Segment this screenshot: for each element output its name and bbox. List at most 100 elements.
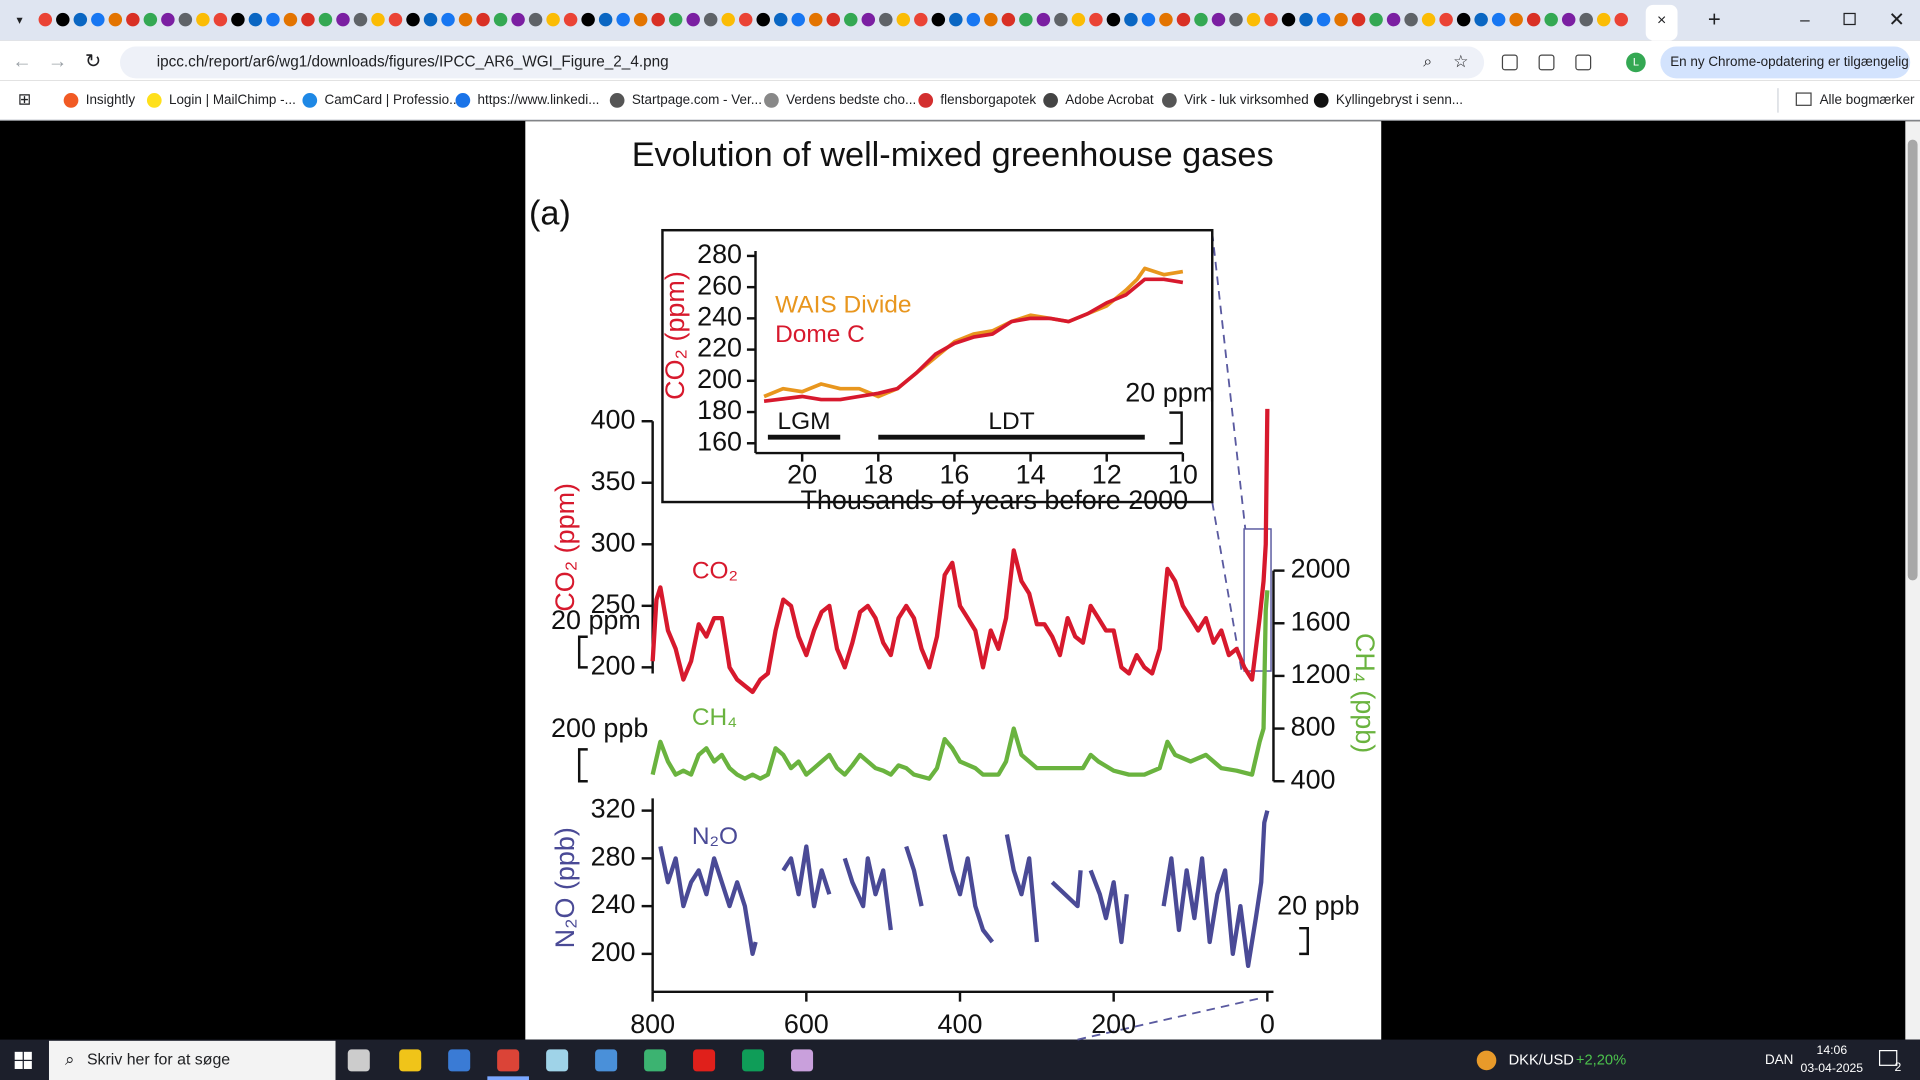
tab-favicon[interactable]	[1141, 12, 1156, 27]
bookmark[interactable]: Insightly	[86, 92, 136, 107]
tab-favicon[interactable]	[441, 12, 455, 27]
tab-favicon[interactable]	[1106, 12, 1121, 27]
taskbar-app[interactable]	[693, 1049, 716, 1072]
tab-favicon[interactable]	[949, 12, 963, 27]
tab-favicon[interactable]	[1334, 12, 1348, 27]
tab-favicon[interactable]	[651, 12, 665, 27]
taskbar-app[interactable]	[399, 1049, 422, 1072]
tab-favicon[interactable]	[756, 12, 770, 27]
tab-favicon[interactable]	[458, 12, 473, 27]
tab-favicon[interactable]	[1246, 12, 1261, 27]
tab-close[interactable]: ×	[1657, 12, 1666, 29]
clock-time[interactable]: 14:06	[1817, 1043, 1848, 1057]
logo-part[interactable]	[23, 1051, 32, 1060]
bookmark-star[interactable]: ☆	[1453, 51, 1468, 71]
tab-favicon[interactable]	[703, 12, 718, 27]
apps[interactable]: ⊞	[18, 92, 31, 109]
reload[interactable]: ↻	[85, 51, 101, 73]
bookmark-icon[interactable]	[764, 93, 779, 108]
ticker-icon[interactable]	[1476, 1050, 1497, 1071]
bookmark-icon[interactable]	[1313, 93, 1329, 108]
extension-icon[interactable]	[1575, 54, 1592, 71]
close-window[interactable]: ✕	[1889, 9, 1905, 31]
tab-favicon[interactable]	[1316, 12, 1331, 27]
taskbar-app[interactable]	[448, 1049, 471, 1072]
update-text[interactable]: En ny Chrome-opdatering er tilgængelig	[1670, 54, 1909, 69]
tab-favicon[interactable]	[248, 12, 263, 27]
tab-favicon[interactable]	[388, 12, 403, 27]
active-tab[interactable]	[1645, 4, 1678, 41]
tab-favicon[interactable]	[283, 12, 298, 27]
tab-favicon[interactable]	[633, 12, 648, 27]
tab-favicon[interactable]	[791, 12, 805, 27]
tab-favicon[interactable]	[56, 12, 70, 27]
extension-icon[interactable]	[1538, 54, 1555, 71]
tab-favicon[interactable]	[826, 12, 840, 27]
zoom-icon[interactable]: ⌕	[1423, 54, 1432, 71]
tab-favicon[interactable]	[1404, 12, 1418, 27]
bookmark-icon[interactable]	[609, 93, 625, 108]
tab-favicon[interactable]	[371, 12, 385, 27]
bookmark-icon[interactable]	[146, 93, 162, 108]
tab-favicon[interactable]	[1579, 12, 1593, 27]
logo-part[interactable]	[23, 1061, 32, 1069]
scrollbar-thumb[interactable]	[1907, 139, 1918, 581]
tab-favicon[interactable]	[1176, 12, 1191, 27]
tab-favicon[interactable]	[1264, 12, 1278, 27]
tab-favicon[interactable]	[336, 12, 350, 27]
bookmark[interactable]: https://www.linkedi...	[478, 92, 600, 107]
tab-favicon[interactable]	[1019, 12, 1033, 27]
tab-favicon[interactable]	[879, 12, 893, 27]
maximize[interactable]	[1843, 12, 1856, 26]
tab-favicon[interactable]	[1421, 12, 1436, 27]
tab-favicon[interactable]	[196, 12, 210, 27]
tab-favicon[interactable]	[213, 12, 228, 27]
bookmark[interactable]: Verdens bedste cho...	[786, 92, 916, 107]
tab-favicon[interactable]	[1281, 12, 1296, 27]
extension-icon[interactable]	[1501, 54, 1518, 71]
bookmark-icon[interactable]	[455, 93, 471, 108]
bookmark[interactable]: Startpage.com - Ver...	[632, 92, 762, 107]
tab-favicon[interactable]	[738, 12, 753, 27]
minimize[interactable]: –	[1800, 9, 1810, 29]
tab-favicon[interactable]	[1596, 12, 1611, 27]
profile[interactable]	[1626, 52, 1646, 73]
ticker-change[interactable]: +2,20%	[1576, 1052, 1626, 1068]
tab-favicon[interactable]	[1491, 12, 1506, 27]
language[interactable]: DAN	[1765, 1052, 1793, 1067]
logo-part[interactable]	[14, 1051, 23, 1060]
tab-favicon[interactable]	[266, 12, 280, 27]
tab-favicon[interactable]	[1124, 12, 1138, 27]
tab-favicon[interactable]	[143, 12, 158, 27]
tab-favicon[interactable]	[126, 12, 140, 27]
tab-favicon[interactable]	[896, 12, 911, 27]
tab-favicon[interactable]	[91, 12, 105, 27]
tab-favicon[interactable]	[318, 12, 333, 27]
tab-favicon[interactable]	[686, 12, 700, 27]
tab-favicon[interactable]	[161, 12, 175, 27]
search-box[interactable]	[48, 1040, 336, 1080]
tab-favicon[interactable]	[546, 12, 560, 27]
windows-logo[interactable]	[14, 1051, 32, 1069]
taskbar-app[interactable]	[595, 1049, 618, 1072]
tab-favicon[interactable]	[809, 12, 823, 27]
bookmark-icon[interactable]	[1043, 93, 1058, 108]
bookmark[interactable]: Virk - luk virksomhed	[1184, 92, 1309, 107]
address-bar[interactable]	[120, 46, 1485, 79]
bookmark[interactable]: Kyllingebryst i senn...	[1336, 92, 1463, 107]
back[interactable]: ←	[12, 51, 32, 73]
tab-favicon[interactable]	[423, 12, 438, 27]
tab-favicon[interactable]	[931, 12, 946, 27]
tab-favicon[interactable]	[178, 12, 193, 27]
tab-favicon[interactable]	[1351, 12, 1366, 27]
tab-favicon[interactable]	[563, 12, 578, 27]
tab-favicon[interactable]	[73, 12, 88, 27]
tab-favicon[interactable]	[38, 12, 53, 27]
tab-favicon[interactable]	[616, 12, 630, 27]
taskbar-app[interactable]	[546, 1049, 569, 1072]
tab-favicon[interactable]	[1614, 12, 1628, 27]
bookmark[interactable]: CamCard | Professio...	[324, 92, 460, 107]
tab-favicon[interactable]	[353, 12, 368, 27]
tab-favicon[interactable]	[1474, 12, 1488, 27]
tab-favicon[interactable]	[476, 12, 490, 27]
